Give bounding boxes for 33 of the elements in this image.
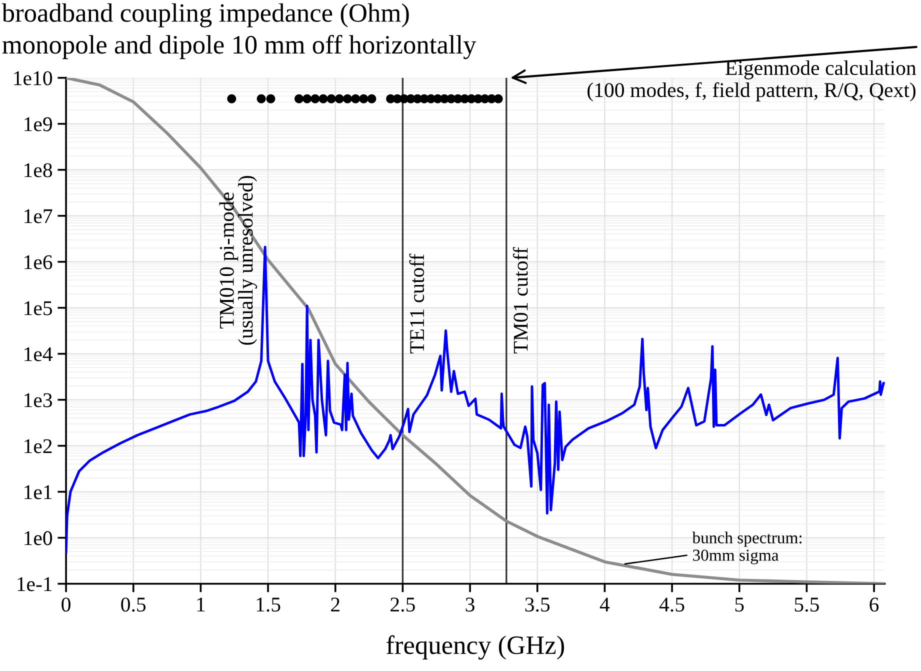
- y-tick-label: 1e8: [24, 163, 52, 178]
- x-tick-label: 3.5: [525, 598, 550, 612]
- annotation: bunch spectrum: 30mm sigma: [692, 532, 802, 564]
- x-tick-label: 4: [600, 598, 610, 612]
- x-tick-label: 5.5: [794, 598, 819, 612]
- x-tick-label: 3: [466, 598, 474, 612]
- y-tick-label: 1e1: [24, 485, 52, 500]
- x-axis-title: frequency (GHz): [386, 635, 564, 660]
- ref-line-label: TE11 cutoff: [409, 254, 424, 354]
- x-tick-label: 2: [331, 598, 340, 612]
- y-tick-label: 1e10: [14, 71, 52, 86]
- x-tick-label: 2.5: [390, 598, 415, 612]
- x-tick-label: 0.5: [121, 598, 146, 612]
- chart-subtitle: monopole and dipole 10 mm off horizontally: [2, 34, 476, 60]
- x-tick-label: 1: [197, 598, 205, 612]
- y-tick-label: 1e9: [24, 117, 52, 132]
- y-tick-label: 1e2: [24, 439, 52, 454]
- x-tick-label: 5: [735, 598, 744, 612]
- y-tick-label: 1e-1: [18, 577, 52, 592]
- y-tick-label: 1e4: [24, 347, 53, 362]
- x-tick-label: 6: [870, 598, 879, 612]
- x-tick-label: 1.5: [256, 598, 280, 612]
- chart-title: broadband coupling impedance (Ohm): [2, 3, 409, 28]
- x-tick-label: 4.5: [659, 598, 684, 612]
- y-tick-label: 1e0: [24, 531, 52, 546]
- y-tick-label: 1e7: [24, 209, 52, 224]
- y-tick-label: 1e3: [24, 393, 52, 408]
- ref-line-label: TM01 cutoff: [512, 247, 528, 354]
- annotation: TM010 pi-mode (usually unresolved): [219, 176, 258, 345]
- x-tick-label: 0: [62, 598, 70, 612]
- y-tick-label: 1e6: [24, 255, 52, 270]
- annotation: Eigenmode calculation (100 modes, f, field pattern, R/Q, Qext): [588, 60, 916, 102]
- y-tick-label: 1e5: [24, 301, 52, 316]
